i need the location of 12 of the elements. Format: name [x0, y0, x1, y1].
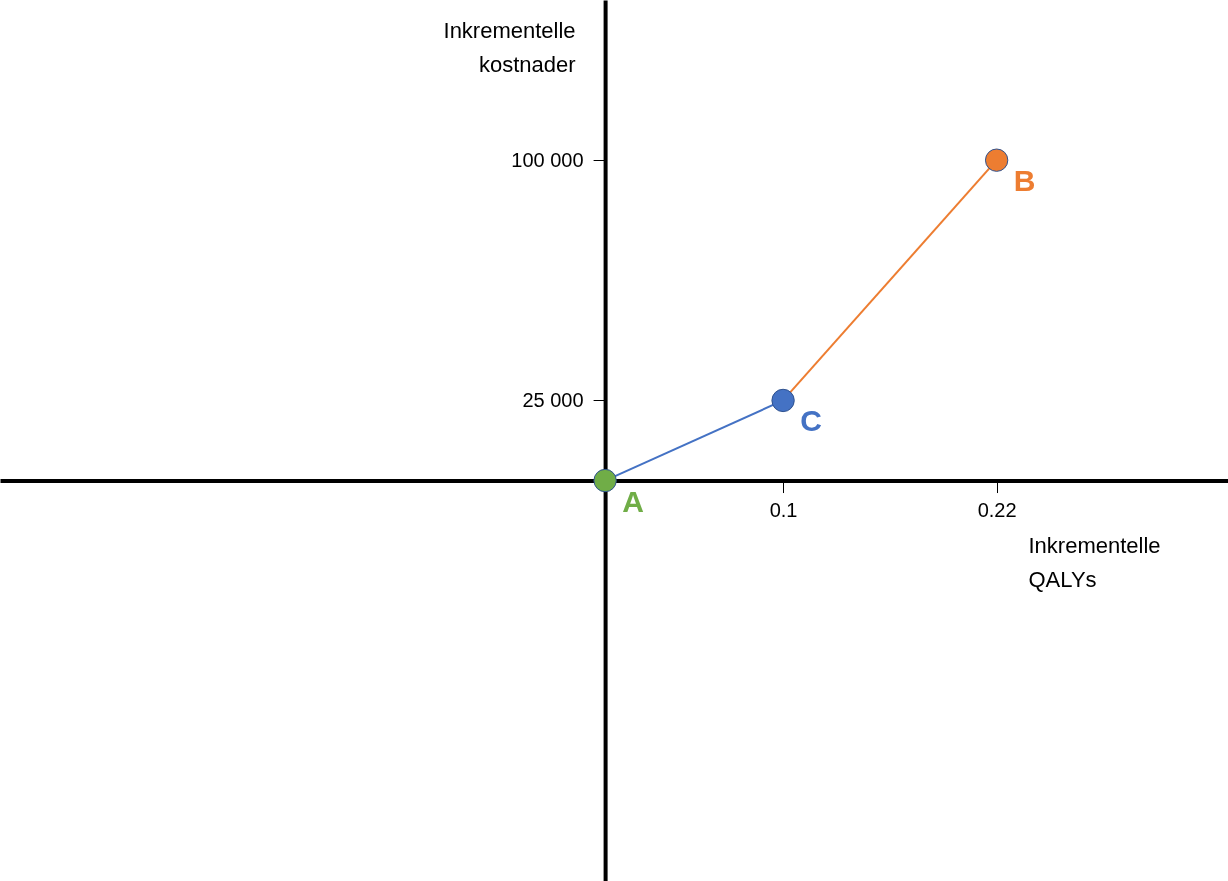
x-tick-label: 0.1	[769, 499, 798, 522]
point	[984, 148, 1009, 172]
x-axis-title: Inkrementelle QALYs	[1028, 533, 1161, 593]
y-axis-title: Inkrementelle kostnader	[443, 17, 576, 77]
x-tick-label: 0.22	[977, 499, 1017, 522]
y-tick-label: 25 000	[522, 388, 584, 411]
data-label: B	[1013, 164, 1036, 198]
data-label: C	[800, 404, 822, 438]
point	[771, 388, 795, 413]
data-label: A	[622, 484, 644, 518]
y-tick-label: 100 000	[511, 148, 584, 171]
point	[593, 468, 617, 493]
